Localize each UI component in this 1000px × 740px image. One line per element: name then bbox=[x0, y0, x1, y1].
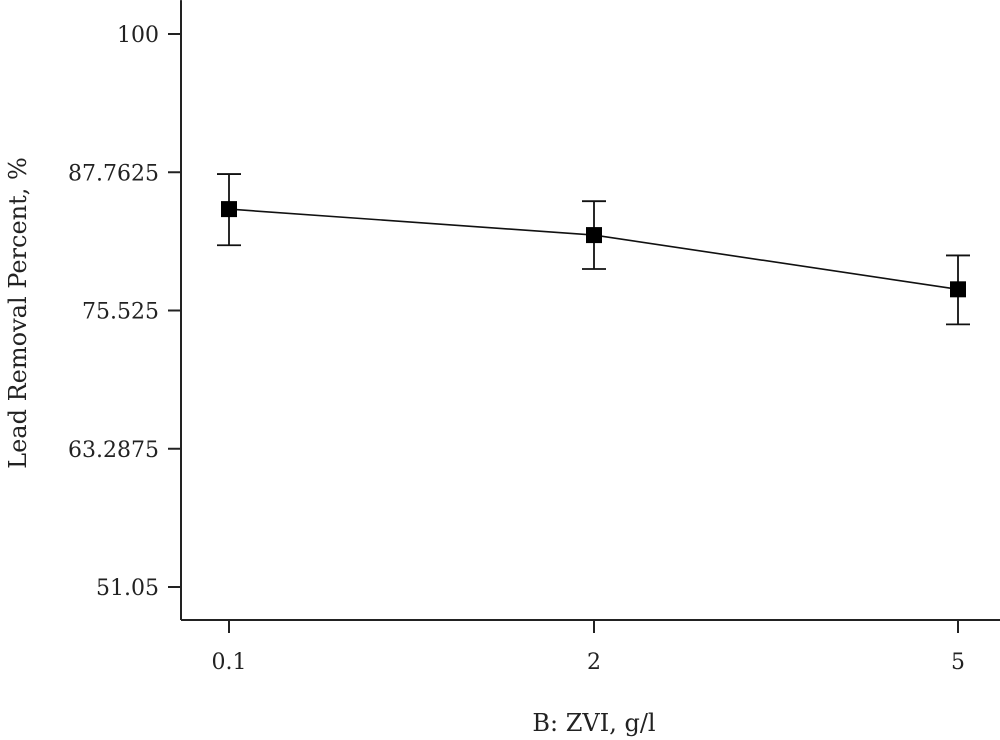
x-tick-label: 5 bbox=[951, 650, 965, 675]
y-tick-label: 100 bbox=[117, 23, 159, 48]
data-point bbox=[221, 201, 237, 218]
axes bbox=[180, 0, 1000, 621]
series-group bbox=[217, 173, 970, 326]
x-tick-label: 0.1 bbox=[212, 650, 247, 675]
x-axis-label: B: ZVI, g/l bbox=[532, 709, 655, 737]
x-ticks: 0.1 2 5 bbox=[212, 620, 965, 675]
y-ticks: 51.05 63.2875 75.525 87.7625 100 bbox=[68, 23, 181, 601]
y-tick-label: 87.7625 bbox=[68, 161, 159, 186]
y-axis-label: Lead Removal Percent, % bbox=[4, 157, 32, 469]
data-point bbox=[586, 227, 602, 244]
x-tick-label: 2 bbox=[587, 650, 601, 675]
data-point bbox=[950, 281, 966, 298]
y-tick-label: 75.525 bbox=[82, 300, 159, 325]
y-tick-label: 51.05 bbox=[96, 576, 159, 601]
y-tick-label: 63.2875 bbox=[68, 438, 159, 463]
